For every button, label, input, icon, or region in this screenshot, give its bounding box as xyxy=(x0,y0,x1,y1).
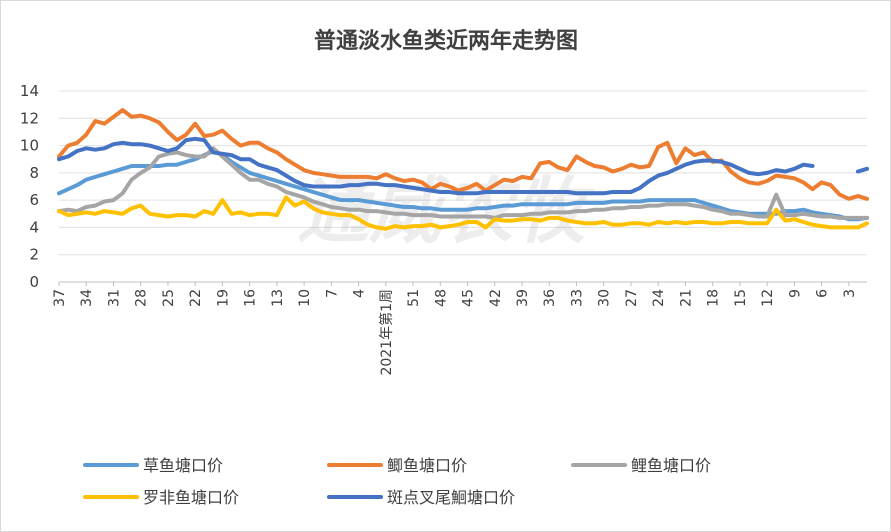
x-tick-label-7: 7 xyxy=(324,289,340,298)
x-tick-label-39: 39 xyxy=(515,289,531,307)
x-tick-label-13: 13 xyxy=(270,289,286,307)
x-tick-label-36: 36 xyxy=(542,289,558,307)
x-tick-label-18: 18 xyxy=(706,289,722,307)
y-tick-label-14: 14 xyxy=(20,82,39,100)
x-tick-label-33: 33 xyxy=(569,289,585,307)
x-tick-label-12: 12 xyxy=(760,289,776,307)
x-tick-label-15: 15 xyxy=(733,289,749,307)
x-tick-label-31: 31 xyxy=(106,289,122,307)
series-line-1 xyxy=(57,149,869,222)
series-lines xyxy=(57,108,869,231)
series-line-4 xyxy=(57,195,869,231)
legend-label-2: 鲫鱼塘口价 xyxy=(387,456,467,475)
legend-label-5: 斑点叉尾鮰塘口价 xyxy=(387,488,515,507)
y-tick-label-10: 10 xyxy=(20,137,39,155)
x-tick-label-19: 19 xyxy=(215,289,231,307)
y-tick-label-6: 6 xyxy=(29,191,39,209)
legend-label-1: 草鱼塘口价 xyxy=(143,456,223,475)
x-axis: 37 34 31 28 25 22 19 16 13 10 7 4 2021年第1周 51 48 45 42 39… xyxy=(52,282,858,376)
x-tick-label-10: 10 xyxy=(297,289,313,307)
y-tick-label-2: 2 xyxy=(29,246,39,264)
x-tick-label-9: 9 xyxy=(787,289,803,298)
x-tick-label-30: 30 xyxy=(597,289,613,307)
x-tick-label-4: 4 xyxy=(352,289,368,298)
x-tick-label-24: 24 xyxy=(651,289,667,307)
x-tick-label-34: 34 xyxy=(79,289,95,307)
series-line-2 xyxy=(57,108,869,201)
x-tick-label-42: 42 xyxy=(488,289,504,307)
y-tick-label-4: 4 xyxy=(29,218,39,236)
x-tick-label-2021-1-: 2021年第1周 xyxy=(378,289,395,376)
y-axis: 0 2 4 6 8 10 12 14 xyxy=(20,82,39,291)
x-tick-label-48: 48 xyxy=(433,289,449,307)
legend-label-4: 罗非鱼塘口价 xyxy=(143,488,239,507)
y-tick-label-8: 8 xyxy=(29,164,39,182)
x-tick-label-51: 51 xyxy=(406,289,422,307)
y-tick-label-12: 12 xyxy=(20,109,39,127)
legend-label-3: 鲤鱼塘口价 xyxy=(631,456,711,475)
x-tick-label-3: 3 xyxy=(842,289,858,298)
y-tick-label-0: 0 xyxy=(29,273,39,291)
grid-lines xyxy=(59,90,867,283)
series-line-3 xyxy=(57,146,869,220)
series-line-5 xyxy=(57,136,869,196)
x-tick-label-6: 6 xyxy=(815,289,831,298)
x-tick-label-22: 22 xyxy=(188,289,204,307)
x-tick-label-28: 28 xyxy=(134,289,150,307)
x-tick-label-25: 25 xyxy=(161,289,177,307)
x-tick-label-21: 21 xyxy=(678,289,694,307)
x-tick-label-37: 37 xyxy=(52,289,68,307)
x-tick-label-27: 27 xyxy=(624,289,640,307)
chart-title: 普通淡水鱼类近两年走势图 xyxy=(314,28,578,54)
x-tick-label-16: 16 xyxy=(243,289,259,307)
x-tick-label-45: 45 xyxy=(461,289,477,307)
